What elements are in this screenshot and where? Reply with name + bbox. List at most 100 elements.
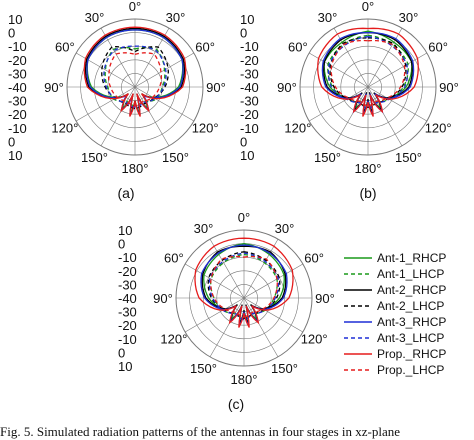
grid-spoke <box>100 86 136 147</box>
grid-spoke <box>308 86 369 122</box>
radial-tick-label: -10 <box>118 332 137 347</box>
radial-tick-label: 10 <box>8 148 22 163</box>
radial-tick-label: -20 <box>8 107 27 122</box>
angle-tick-label: 180° <box>122 161 149 176</box>
angle-tick-label: 30° <box>85 10 105 25</box>
angle-tick-label: 120° <box>192 121 219 136</box>
angle-tick-label: 30° <box>166 10 186 25</box>
series-line-prop_rhcp <box>194 237 294 328</box>
angle-tick-label: 90° <box>206 80 226 95</box>
panel-label: (b) <box>359 185 376 201</box>
angle-tick-label: 150° <box>271 361 298 376</box>
radial-tick-label: -30 <box>8 94 27 109</box>
series-line-ant2_rhcp <box>201 245 287 326</box>
grid-spoke <box>243 297 304 333</box>
legend-label-ant2_rhcp: Ant-2_RHCP <box>377 283 446 297</box>
radial-tick-label: -10 <box>118 250 137 265</box>
radial-tick-label: -20 <box>240 53 259 68</box>
angle-tick-label: 180° <box>231 372 258 387</box>
grid-spoke <box>134 86 170 147</box>
angle-tick-label: 90° <box>277 80 297 95</box>
grid-spoke <box>184 263 245 299</box>
series-line-ant1_lhcp <box>327 34 409 107</box>
polar-chart-a: 0°30°60°90°120°150°180°150°120°90°60°30°… <box>8 0 226 201</box>
radial-tick-label: -40 <box>240 80 259 95</box>
series-line-ant3_lhcp <box>208 252 280 321</box>
angle-tick-label: 180° <box>355 161 382 176</box>
polar-chart-c: 0°30°60°90°120°150°180°150°120°90°60°30°… <box>118 210 335 412</box>
grid-spoke <box>367 27 403 88</box>
angle-tick-label: 120° <box>301 332 328 347</box>
legend-label-ant1_rhcp: Ant-1_RHCP <box>377 251 446 265</box>
angle-tick-label: 90° <box>439 80 459 95</box>
angle-tick-label: 120° <box>160 332 187 347</box>
series-line-prop_rhcp <box>317 27 419 117</box>
series-line-prop_rhcp <box>83 26 187 117</box>
series-line-prop_lhcp <box>210 255 278 318</box>
legend: Ant-1_RHCP Ant-1_LHCP Ant-2_RHCP Ant-2_LHCP… <box>344 251 446 377</box>
series-line-ant2_lhcp <box>101 46 169 110</box>
angle-tick-label: 0° <box>238 210 250 225</box>
radial-tick-label: -20 <box>8 53 27 68</box>
figure-caption: Fig. 5. Simulated radiation patterns of … <box>0 424 400 439</box>
angle-tick-label: 60° <box>288 40 308 55</box>
radial-tick-label: 0 <box>8 134 15 149</box>
angle-tick-label: 120° <box>284 121 311 136</box>
angle-tick-label: 60° <box>195 40 215 55</box>
angle-tick-label: 150° <box>395 150 422 165</box>
radial-tick-label: -20 <box>118 264 137 279</box>
legend-label-ant3_rhcp: Ant-3_RHCP <box>377 315 446 329</box>
angle-tick-label: 60° <box>304 251 324 266</box>
angle-tick-label: 30° <box>318 10 338 25</box>
grid-spoke <box>243 238 279 299</box>
angle-tick-label: 30° <box>275 221 295 236</box>
legend-label-ant1_lhcp: Ant-1_LHCP <box>377 267 444 281</box>
series-line-ant3_lhcp <box>327 36 409 110</box>
grid-spoke <box>367 86 428 122</box>
legend-label-ant3_lhcp: Ant-3_LHCP <box>377 331 444 345</box>
radial-tick-label: 10 <box>240 148 254 163</box>
grid-spoke <box>367 86 403 147</box>
grid-spoke <box>333 27 369 88</box>
legend-label-ant2_lhcp: Ant-2_LHCP <box>377 299 444 313</box>
radial-tick-label: 10 <box>240 12 254 27</box>
radial-tick-label: 0 <box>118 345 125 360</box>
angle-tick-label: 150° <box>81 150 108 165</box>
series-line-ant3_rhcp <box>321 31 415 116</box>
series-line-ant3_lhcp <box>103 45 167 109</box>
radial-tick-label: 10 <box>118 359 132 374</box>
legend-label-prop_rhcp: Prop._RHCP <box>377 347 446 361</box>
radial-tick-label: -30 <box>118 305 137 320</box>
grid-spoke <box>333 86 369 147</box>
radial-tick-label: -10 <box>240 121 259 136</box>
radial-tick-label: 0 <box>118 237 125 252</box>
angle-tick-label: 150° <box>314 150 341 165</box>
panel-label: (c) <box>228 396 244 412</box>
angle-tick-label: 60° <box>164 251 184 266</box>
series-line-prop_lhcp <box>107 52 163 107</box>
radial-tick-label: -30 <box>240 66 259 81</box>
grid-spoke <box>75 86 136 122</box>
radial-tick-label: -30 <box>240 94 259 109</box>
series-line-ant2_lhcp <box>207 251 281 320</box>
radial-tick-label: -10 <box>8 39 27 54</box>
series-line-ant2_rhcp <box>323 31 413 115</box>
grid-spoke <box>209 297 245 358</box>
radial-tick-label: 10 <box>8 12 22 27</box>
grid-spoke <box>243 263 304 299</box>
angle-tick-label: 120° <box>51 121 78 136</box>
angle-tick-label: 150° <box>190 361 217 376</box>
radial-tick-label: 10 <box>118 223 132 238</box>
angle-tick-label: 30° <box>399 10 419 25</box>
angle-tick-label: 120° <box>425 121 452 136</box>
series-line-ant2_lhcp <box>329 37 407 109</box>
angle-tick-label: 30° <box>194 221 214 236</box>
radial-tick-label: -30 <box>118 277 137 292</box>
series-line-ant3_rhcp <box>200 244 288 327</box>
angle-tick-label: 60° <box>55 40 75 55</box>
angle-tick-label: 90° <box>315 291 335 306</box>
angle-tick-label: 90° <box>44 80 64 95</box>
angle-tick-label: 60° <box>428 40 448 55</box>
grid-spoke <box>134 86 195 122</box>
radial-tick-label: -40 <box>118 291 137 306</box>
